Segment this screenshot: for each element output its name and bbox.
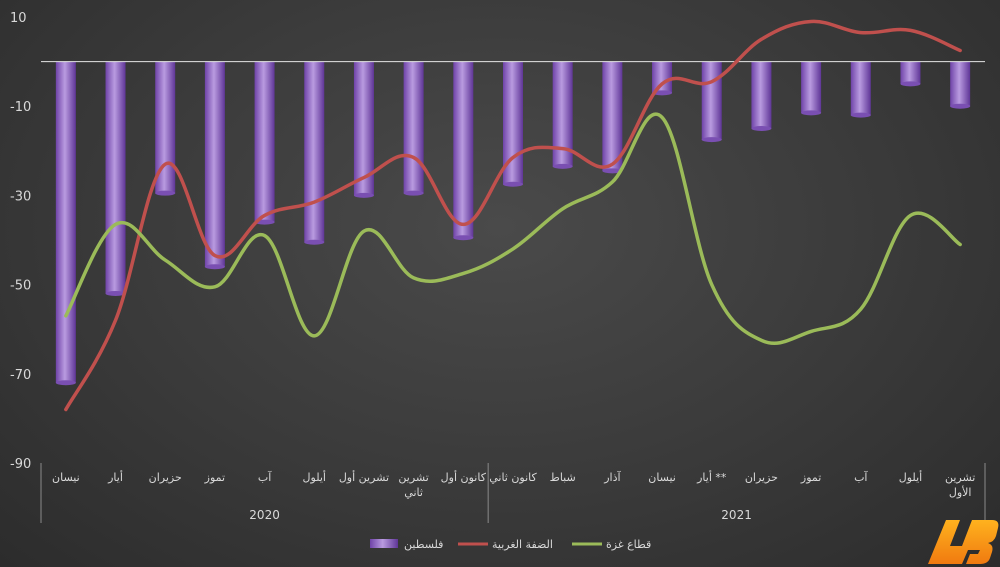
x-tick-label: نيسان: [648, 471, 676, 484]
legend-item: الضفة الغربية: [458, 538, 553, 551]
bar-palestine: [453, 61, 474, 238]
bar-palestine: [850, 61, 871, 116]
bar-cap: [950, 103, 971, 109]
line-series: [64, 19, 962, 412]
bar-palestine: [353, 61, 374, 196]
y-tick-label: -10: [10, 100, 31, 115]
bar-palestine: [602, 61, 623, 171]
legend: فلسطين الضفة الغربية قطاع غزة: [370, 538, 651, 551]
bar-cap: [751, 126, 772, 131]
line-gaza: [64, 112, 962, 346]
x-axis: نيسان أيار حزيران تموز آب أيلول تشرين أول تشرين…: [40, 463, 986, 523]
x-tick-label: حزيران: [745, 471, 778, 484]
y-tick-label: -90: [10, 457, 31, 472]
bar-palestine: [701, 61, 722, 140]
year-group-label: 2021: [721, 508, 752, 522]
legend-label: قطاع غزة: [606, 538, 651, 551]
bar-cap: [403, 190, 424, 196]
legend-swatch: [370, 539, 398, 548]
legend-item: قطاع غزة: [572, 538, 651, 551]
x-tick-label: كانون أول: [441, 470, 487, 484]
bar-cap: [850, 112, 871, 118]
bar-palestine: [155, 61, 176, 194]
x-tick-label: شباط: [550, 471, 576, 484]
bar-cap: [155, 190, 176, 196]
bar-palestine: [55, 61, 76, 383]
x-tick-label: حزيران: [149, 471, 182, 484]
legend-label: الضفة الغربية: [492, 538, 553, 551]
bar-cap: [55, 380, 76, 386]
bar-palestine: [900, 61, 921, 84]
x-tick-label: تشرين الأول: [945, 471, 975, 499]
legend-label: فلسطين: [404, 538, 443, 551]
bar-cap: [105, 291, 126, 297]
x-tick-label: تموز: [204, 471, 225, 484]
x-tick-label: نيسان: [52, 471, 80, 484]
x-tick-label: تشرين ثاني: [398, 471, 428, 499]
brand-logo: [928, 520, 999, 564]
legend-item: فلسطين: [370, 538, 443, 551]
bar-palestine: [652, 61, 673, 93]
y-tick-label: -50: [10, 279, 31, 294]
y-tick-label: 10: [10, 11, 27, 26]
x-tick-label: أيار: [107, 470, 123, 484]
y-tick-label: -70: [10, 368, 31, 383]
bar-cap: [552, 163, 573, 169]
bar-palestine: [204, 61, 225, 267]
x-tick-label: أيار **: [696, 470, 727, 484]
logo-mark: [928, 520, 999, 564]
bar-palestine: [304, 61, 325, 243]
bar-palestine: [950, 61, 971, 107]
bar-cap: [801, 110, 822, 116]
bar-palestine: [751, 61, 772, 129]
bar-cap: [900, 81, 921, 87]
x-tick-label: آذار: [603, 470, 621, 484]
x-tick-label: كانون ثاني: [489, 471, 537, 484]
bar-cap: [602, 168, 623, 174]
bar-palestine: [403, 61, 424, 194]
bar-cap: [353, 192, 374, 198]
x-tick-label: أيلول: [303, 470, 326, 484]
x-tick-label: تشرين أول: [339, 470, 389, 484]
bar-cap: [204, 264, 225, 270]
bar-palestine: [254, 61, 275, 223]
bar-palestine: [801, 61, 822, 113]
x-tick-label: آب: [854, 470, 868, 484]
bar-series: [55, 61, 971, 386]
x-tick-label: أيلول: [899, 470, 922, 484]
x-tick-label: تموز: [800, 471, 821, 484]
year-group-label: 2020: [249, 508, 280, 522]
x-tick-label: آب: [258, 470, 272, 484]
bar-cap: [304, 239, 325, 245]
bar-palestine: [552, 61, 573, 167]
y-axis: 10 -10 -30 -50 -70 -90: [10, 11, 31, 472]
line-west-bank: [64, 19, 962, 412]
bar-cap: [503, 181, 523, 187]
bar-cap: [701, 137, 722, 143]
y-tick-label: -30: [10, 189, 31, 204]
bar-palestine: [105, 61, 126, 294]
bar-cap: [453, 235, 474, 241]
